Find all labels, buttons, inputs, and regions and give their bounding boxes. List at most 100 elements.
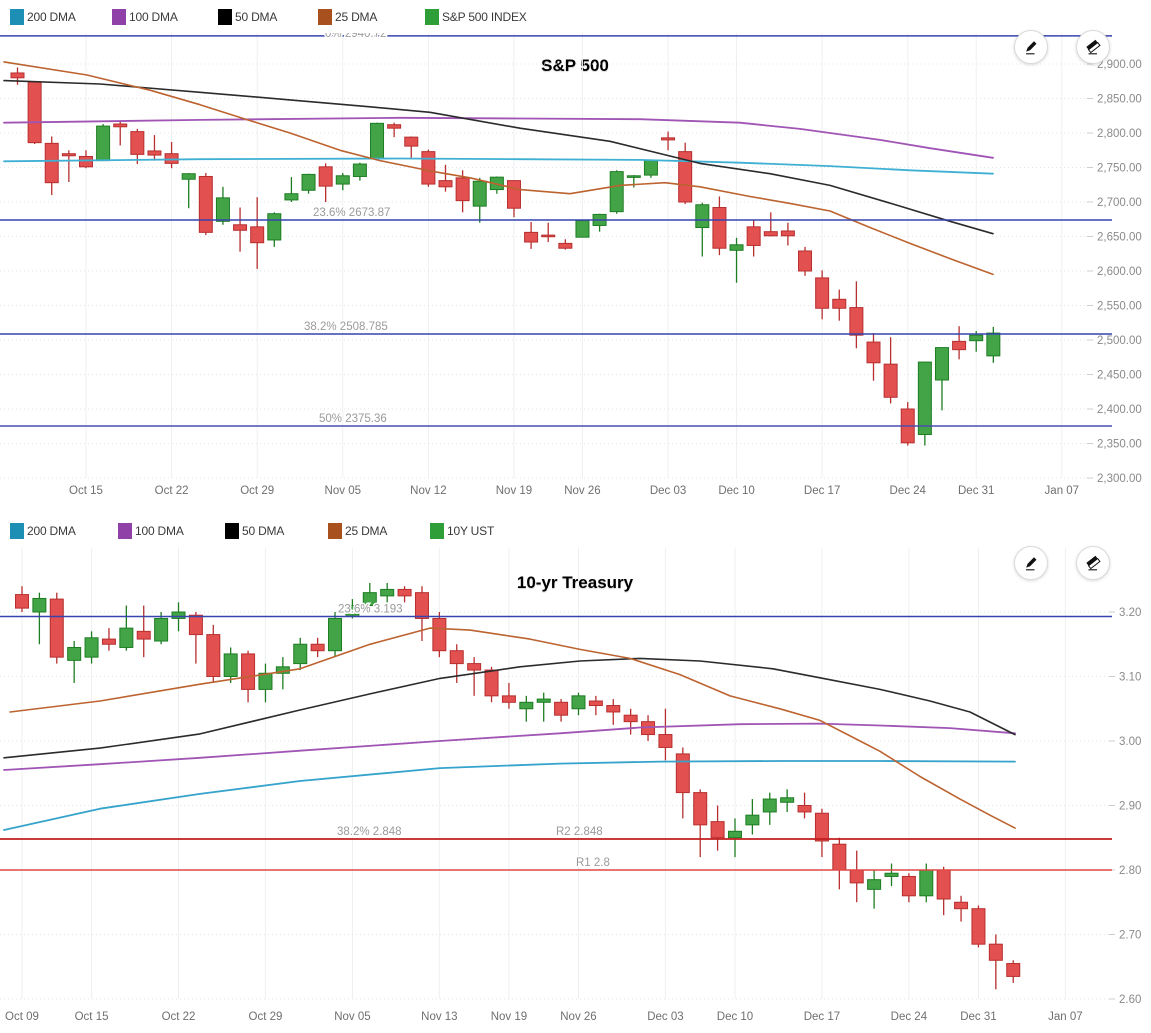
x-axis-labels: Oct 15 Oct 22 Oct 29 Nov 05 Nov 12 Nov 19 Nov … (69, 485, 1079, 497)
pencil-tool-button[interactable] (1014, 546, 1048, 580)
y-axis-tick-label: 3.20 (1119, 607, 1141, 619)
candle-body (44, 142, 59, 184)
sp500-chart-canvas[interactable]: 0% 2940.72 23.6% 2673.87 38.2% 2508.785 50%… (0, 33, 1151, 503)
legend-swatch-100dma (118, 523, 132, 539)
y-axis-tick-label: 2,800.00 (1097, 128, 1142, 140)
legend-swatch-sp500-index (425, 9, 439, 25)
level-label: 38.2% 2.848 (337, 826, 402, 838)
candle-body (524, 231, 539, 243)
legend-label: 10Y UST (447, 524, 495, 538)
legend-swatch-100dma (112, 9, 126, 25)
y-axis-tick-label: 3.00 (1119, 736, 1141, 748)
candle-body (571, 695, 586, 710)
y-axis-tick-label: 2,650.00 (1097, 232, 1142, 244)
y-axis-tick-label: 2,350.00 (1097, 439, 1142, 451)
legend-swatch-25dma (318, 9, 332, 25)
candle-body (746, 226, 761, 246)
level-label: R2 2.848 (556, 826, 603, 838)
x-axis-tick-label: Jan 07 (1045, 485, 1080, 497)
pencil-tool-button[interactable] (1014, 30, 1048, 64)
y-axis-tick-label: 2,500.00 (1097, 335, 1142, 347)
candle-body (986, 332, 1001, 357)
ma-line-200-dma (3, 157, 994, 175)
y-axis-tick-label: 2,900.00 (1097, 59, 1142, 71)
eraser-icon (1086, 39, 1101, 55)
candle-body (988, 943, 1003, 961)
legend-label: 25 DMA (335, 10, 378, 24)
ma-line-50-dma (3, 79, 994, 235)
legend-label: 50 DMA (235, 10, 278, 24)
candle-body (449, 650, 464, 665)
x-axis-tick-label: Nov 26 (560, 1011, 596, 1023)
candle-body (484, 669, 499, 697)
candle-body (763, 231, 778, 237)
candle-body (712, 207, 727, 249)
candle-body (164, 153, 179, 164)
candle-body (762, 798, 777, 813)
candle-body (1006, 963, 1021, 977)
candle-body (675, 753, 690, 794)
legend-label: 200 DMA (27, 10, 76, 24)
y-axis-tick-label: 2,850.00 (1097, 94, 1142, 106)
candle-body (467, 663, 482, 671)
x-axis-tick-label: Oct 15 (69, 485, 103, 497)
eraser-tool-button[interactable] (1076, 546, 1110, 580)
candle-body (678, 151, 693, 203)
y-axis-labels: 3.20 3.10 3.00 2.90 2.80 2.70 2.60 (1119, 607, 1141, 1006)
x-axis-tick-label: Dec 24 (890, 485, 927, 497)
candle-body (971, 908, 986, 945)
candle-body (293, 643, 308, 665)
legend-swatch-50dma (218, 9, 232, 25)
candle-body (661, 137, 676, 141)
ma-line-50-dma (3, 657, 1016, 759)
candle-body (130, 131, 145, 155)
eraser-tool-button[interactable] (1076, 30, 1110, 64)
candle-body (815, 277, 830, 309)
legend-label: 200 DMA (27, 524, 76, 538)
legend-label: 100 DMA (135, 524, 184, 538)
candle-body (215, 197, 230, 222)
candle-body (154, 617, 169, 642)
candle-body (345, 605, 360, 616)
x-axis-tick-label: Dec 24 (891, 1011, 928, 1023)
candle-body (623, 714, 638, 723)
ma-line-25-dma (9, 627, 1016, 829)
x-axis-tick-label: Oct 15 (75, 1011, 109, 1023)
ma-line-200-dma (3, 760, 1016, 831)
treasury-chart-canvas[interactable]: 23.6% 3.193 38.2% 2.848 R2 2.848 R1 2.8 3.20… (0, 548, 1151, 1033)
candle-body (729, 244, 744, 251)
legend-item-50dma: 50 DMA (225, 522, 284, 540)
candle-body (832, 843, 847, 871)
x-axis-tick-label: Dec 31 (960, 1011, 996, 1023)
candle-body (84, 637, 99, 658)
candle-body (387, 124, 402, 129)
pencil-icon (1026, 41, 1037, 55)
candle-body (558, 242, 573, 249)
eraser-icon (1086, 555, 1101, 571)
candle-body (362, 592, 377, 607)
x-axis-tick-label: Nov 12 (410, 485, 446, 497)
candle-body (954, 901, 969, 910)
candle-body (884, 872, 899, 877)
level-label: 0% 2940.72 (325, 33, 386, 40)
candle-body (643, 160, 658, 176)
legend-label: 25 DMA (345, 524, 388, 538)
candle-body (206, 634, 221, 677)
sp500-chart-title: S&P 500 (541, 56, 609, 75)
candle-body (797, 805, 812, 813)
y-axis-tick-label: 2,300.00 (1097, 473, 1142, 485)
candle-body (241, 653, 256, 690)
candle-body (15, 594, 29, 609)
legend-item-200dma: 200 DMA (10, 522, 76, 540)
candle-body (901, 875, 916, 897)
candle-body (380, 588, 395, 597)
x-axis-tick-label: Nov 19 (491, 1011, 527, 1023)
candle-body (934, 347, 949, 381)
x-axis-tick-label: Oct 09 (5, 1011, 39, 1023)
level-label: 38.2% 2508.785 (304, 321, 388, 333)
candle-body (233, 224, 248, 231)
candle-body (250, 226, 265, 244)
candle-body (198, 175, 213, 233)
candle-body (352, 163, 367, 177)
candle-body (171, 611, 186, 619)
